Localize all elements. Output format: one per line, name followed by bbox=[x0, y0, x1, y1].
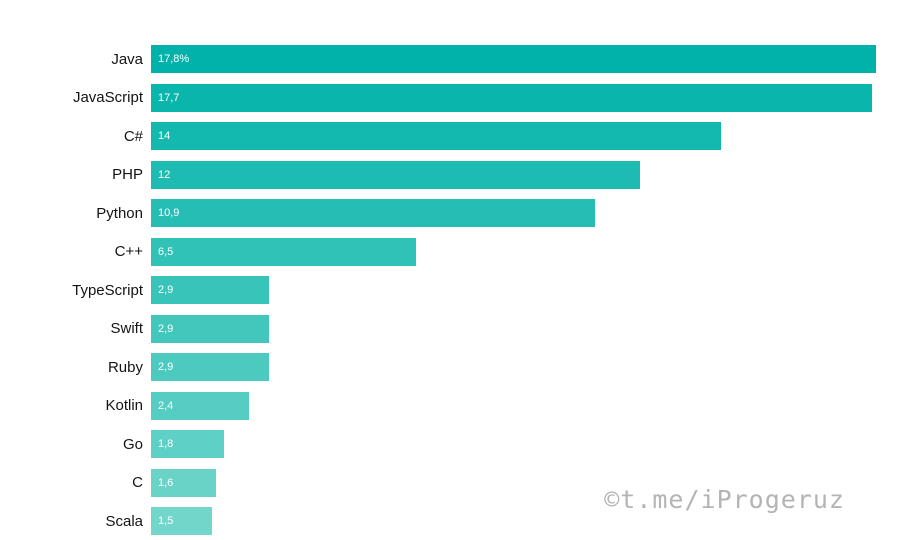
category-label: Scala bbox=[105, 512, 143, 530]
bar: 2,9 bbox=[151, 276, 269, 304]
category-label: Java bbox=[111, 50, 143, 68]
value-label: 12 bbox=[158, 168, 171, 181]
value-label: 2,9 bbox=[158, 284, 174, 296]
bar: 12 bbox=[151, 160, 640, 189]
category-label: JavaScript bbox=[72, 89, 143, 106]
category-label: Ruby bbox=[107, 358, 143, 376]
watermark-text: ©t.me/iProgeruz bbox=[604, 485, 845, 514]
category-label: Python bbox=[96, 204, 143, 222]
category-label: C# bbox=[123, 127, 143, 145]
bar: 2,9 bbox=[151, 353, 269, 381]
chart-row: JavaScript 17,7 bbox=[0, 83, 876, 112]
value-label: 17,7 bbox=[158, 91, 180, 104]
chart-row: C# 14 bbox=[0, 122, 876, 150]
category-label: C++ bbox=[114, 243, 143, 260]
bar: 1,6 bbox=[151, 468, 216, 497]
category-label: Go bbox=[122, 435, 143, 453]
bar: 1,8 bbox=[151, 430, 224, 458]
bar: 17,8% bbox=[151, 45, 876, 73]
chart-row: C++ 6,5 bbox=[0, 237, 876, 266]
bar: 14 bbox=[151, 122, 721, 150]
chart-row: Ruby 2,9 bbox=[0, 353, 876, 381]
value-label: 2,9 bbox=[158, 322, 174, 335]
value-label: 14 bbox=[158, 130, 171, 142]
bar: 10,9 bbox=[151, 199, 595, 227]
value-label: 1,5 bbox=[158, 515, 174, 527]
value-label: 17,8% bbox=[158, 53, 190, 65]
category-label: C bbox=[132, 474, 143, 491]
chart-row: Scala 1,5 bbox=[0, 507, 876, 535]
category-label: TypeScript bbox=[72, 281, 143, 299]
value-label: 1,8 bbox=[158, 438, 174, 450]
chart-row: Python 10,9 bbox=[0, 199, 876, 227]
bar: 17,7 bbox=[151, 83, 872, 112]
value-label: 2,9 bbox=[158, 361, 174, 373]
value-label: 2,4 bbox=[158, 399, 174, 412]
chart-row: Go 1,8 bbox=[0, 430, 876, 458]
bar: 6,5 bbox=[151, 237, 416, 266]
value-label: 1,6 bbox=[158, 476, 174, 489]
category-label: PHP bbox=[112, 166, 143, 183]
category-label: Kotlin bbox=[105, 397, 143, 414]
chart-row: PHP 12 bbox=[0, 160, 876, 189]
bar: 2,4 bbox=[151, 391, 249, 420]
chart-row: C 1,6 bbox=[0, 468, 876, 497]
chart-row: TypeScript 2,9 bbox=[0, 276, 876, 304]
bar: 2,9 bbox=[151, 314, 269, 343]
bar: 1,5 bbox=[151, 507, 212, 535]
chart-row: Swift 2,9 bbox=[0, 314, 876, 343]
bar-chart: Java 17,8% JavaScript 17,7 C# 14 PHP 12 Python 10… bbox=[0, 45, 876, 535]
value-label: 6,5 bbox=[158, 245, 174, 258]
value-label: 10,9 bbox=[158, 207, 180, 219]
category-label: Swift bbox=[110, 320, 143, 337]
chart-row: Kotlin 2,4 bbox=[0, 391, 876, 420]
chart-row: Java 17,8% bbox=[0, 45, 876, 73]
